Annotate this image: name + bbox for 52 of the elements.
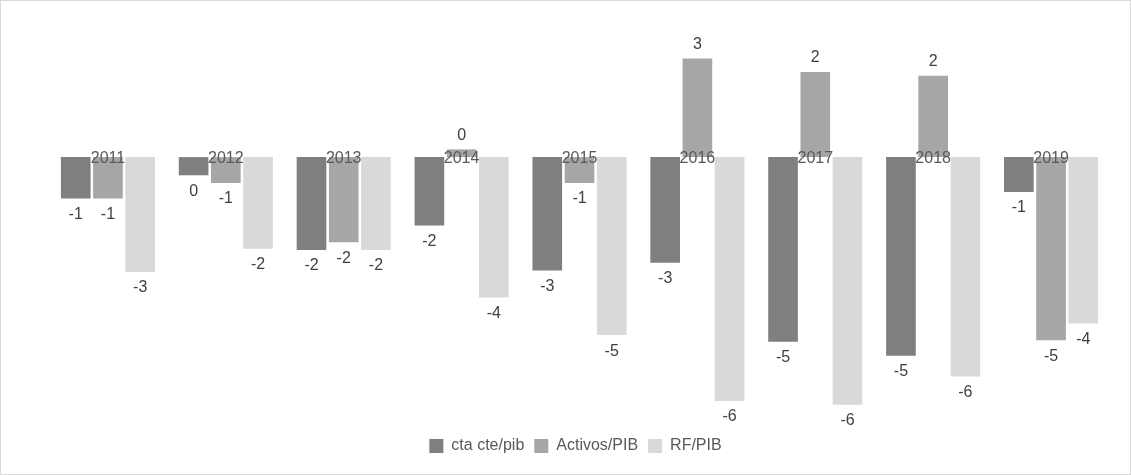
data-label: -4 bbox=[486, 303, 502, 321]
bar bbox=[125, 157, 155, 273]
data-label: -1 bbox=[218, 189, 234, 207]
x-tick-label: 2018 bbox=[915, 149, 952, 167]
data-label: -3 bbox=[540, 276, 555, 294]
bar bbox=[714, 157, 745, 401]
data-label: -5 bbox=[1043, 346, 1059, 364]
data-label: -2 bbox=[250, 255, 266, 273]
data-label: -6 bbox=[958, 382, 973, 400]
bar bbox=[950, 157, 981, 377]
data-label: -1 bbox=[68, 204, 83, 222]
bar bbox=[650, 157, 680, 263]
data-label: 2 bbox=[928, 52, 938, 70]
bar bbox=[886, 157, 916, 356]
bar bbox=[596, 157, 627, 336]
data-label: -3 bbox=[133, 278, 148, 296]
data-label: -5 bbox=[604, 341, 619, 359]
bar bbox=[178, 157, 209, 176]
x-tick-label: 2014 bbox=[443, 149, 480, 167]
data-label: -4 bbox=[1076, 329, 1091, 347]
bar bbox=[768, 157, 798, 342]
bar bbox=[532, 157, 563, 271]
data-label: -2 bbox=[422, 232, 437, 250]
data-label: -5 bbox=[893, 362, 909, 380]
bar bbox=[243, 157, 273, 249]
data-label: -6 bbox=[722, 407, 737, 425]
data-label: -5 bbox=[775, 348, 791, 366]
data-label: -1 bbox=[100, 204, 116, 222]
x-tick-label: 2016 bbox=[679, 149, 716, 167]
legend-label: RF/PIB bbox=[670, 436, 722, 454]
data-label: -2 bbox=[304, 256, 319, 274]
bar bbox=[1004, 157, 1034, 192]
bar bbox=[414, 157, 445, 226]
legend-label: cta cte/pib bbox=[451, 436, 525, 454]
data-label: 3 bbox=[692, 34, 702, 52]
data-label: -3 bbox=[658, 269, 673, 287]
data-label: -1 bbox=[1011, 198, 1027, 216]
bar bbox=[60, 157, 91, 199]
bar bbox=[832, 157, 863, 405]
bar bbox=[479, 157, 509, 298]
data-label: 0 bbox=[189, 181, 199, 199]
data-label: 2 bbox=[810, 48, 820, 66]
data-label: -1 bbox=[572, 189, 587, 207]
data-label: 0 bbox=[457, 125, 467, 143]
bar bbox=[361, 157, 391, 250]
legend-label: Activos/PIB bbox=[556, 436, 639, 454]
data-label: -2 bbox=[336, 248, 351, 266]
data-label: -6 bbox=[840, 411, 855, 429]
x-tick-label: 2017 bbox=[797, 149, 834, 167]
data-label: -2 bbox=[368, 256, 384, 274]
bar bbox=[1068, 157, 1099, 324]
bar bbox=[296, 157, 327, 250]
